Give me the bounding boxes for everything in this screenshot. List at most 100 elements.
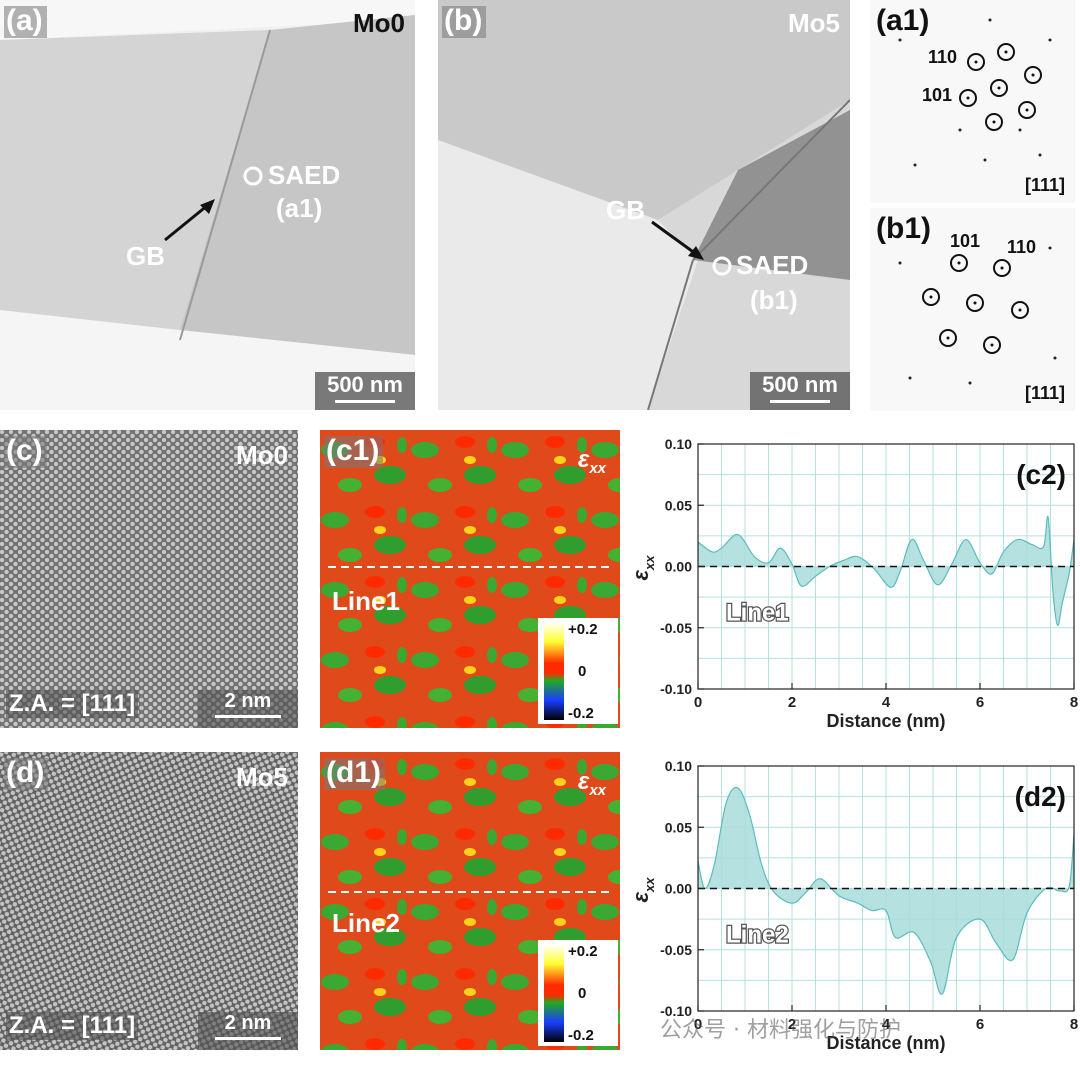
colorbar-mid: 0 [578, 985, 587, 1002]
gb-label: GB [126, 241, 165, 271]
panel-a-tem-image: (a) Mo0 GB SAED (a1) 500 nm [0, 0, 415, 410]
x-tick-label: 6 [976, 1016, 984, 1033]
zone-axis-label: [111] [1025, 175, 1066, 195]
panel-label: (c1) [324, 436, 384, 468]
panel-c1-strain-map: (c1) εxx Line1 +0.2 0 -0.2 [320, 430, 620, 728]
y-tick-label: 0.05 [665, 497, 692, 513]
x-axis-label: Distance (nm) [826, 1033, 945, 1053]
zone-axis-label: [111] [1025, 383, 1066, 403]
y-tick-label: 0.10 [665, 758, 692, 774]
scale-bar-line [215, 1037, 281, 1040]
y-tick-label: -0.05 [660, 942, 692, 958]
line-annotation: Line1 [726, 599, 789, 626]
panel-label: (d2) [1015, 781, 1066, 812]
panel-b1-saed: (b1) 101 110 [111] [870, 208, 1075, 411]
chart-c2: 0.10 0.05 0.00 -0.05 -0.100 2 4 6 8 Distance (nm)… [630, 436, 1078, 731]
x-tick-label: 2 [788, 1016, 796, 1033]
saed-label: SAED [268, 160, 341, 190]
x-tick-label: 0 [694, 1016, 702, 1033]
hrtem-image-mo0 [0, 430, 298, 728]
panel-b-tem-image: (b) Mo5 GB SAED (b1) 500 nm [438, 0, 850, 410]
index-label: 110 [1007, 237, 1037, 257]
index-label: 110 [928, 47, 958, 67]
x-tick-label: 4 [882, 1016, 891, 1033]
saed-circle-icon [712, 256, 732, 276]
zone-axis-label: Z.A. = [111] [6, 690, 139, 718]
colorbar-top: +0.2 [568, 621, 598, 638]
strain-label: εxx [577, 446, 606, 477]
saed-ref: (a1) [276, 193, 323, 223]
x-tick-label: 6 [976, 694, 984, 711]
line-label: Line1 [332, 586, 400, 616]
panel-label: (a) [4, 6, 47, 38]
colorbar-bottom: -0.2 [568, 1027, 594, 1044]
x-tick-label: 0 [694, 694, 702, 711]
saed-label: SAED [736, 250, 809, 280]
index-label: 101 [950, 231, 981, 251]
panel-label: (c2) [1016, 459, 1066, 490]
x-axis-label: Distance (nm) [826, 711, 945, 731]
y-tick-label: 0.10 [665, 436, 692, 452]
saed-ref: (b1) [750, 285, 798, 315]
panel-label: (c) [4, 436, 47, 468]
y-tick-label: -0.10 [660, 681, 692, 697]
y-axis-label: εxx [630, 877, 657, 903]
panel-label: (d1) [324, 758, 385, 790]
line-label: Line2 [332, 908, 400, 938]
colorbar-bottom: -0.2 [568, 705, 594, 722]
scale-bar: 2 nm [198, 1012, 298, 1050]
tem-image-mo0 [0, 0, 415, 410]
panel-label: (d) [4, 758, 49, 790]
panel-label: (b) [442, 6, 487, 38]
scale-bar-line [770, 400, 830, 403]
panel-d1-strain-map: (d1) εxx Line2 +0.2 0 -0.2 [320, 752, 620, 1050]
panel-label: (a1) [876, 4, 930, 37]
gb-label: GB [606, 195, 645, 225]
x-tick-label: 8 [1070, 1016, 1078, 1033]
colorbar-top: +0.2 [568, 943, 598, 960]
zone-axis-label: Z.A. = [111] [6, 1012, 139, 1040]
panel-a1-saed: (a1) 110 101 [111] [870, 0, 1075, 203]
y-axis-label: εxx [630, 555, 657, 581]
colorbar: +0.2 0 -0.2 [538, 618, 618, 724]
y-tick-label: 0.00 [665, 559, 692, 575]
scale-bar-line [335, 400, 395, 403]
y-tick-label: 0.00 [665, 881, 692, 897]
strain-label: εxx [577, 768, 606, 799]
hrtem-image-mo5 [0, 752, 298, 1050]
tem-image-mo5 [438, 0, 850, 410]
scale-bar-line [215, 715, 281, 718]
gb-arrow-icon [164, 199, 215, 242]
area-fill [698, 516, 1074, 626]
colorbar-gradient [544, 944, 564, 1042]
saed-pattern-b1 [898, 246, 1057, 385]
sample-label: Mo5 [236, 762, 288, 792]
line-annotation: Line2 [726, 921, 789, 948]
x-tick-label: 2 [788, 694, 796, 711]
x-tick-label: 8 [1070, 694, 1078, 711]
colorbar: +0.2 0 -0.2 [538, 940, 618, 1046]
gb-arrow-icon [651, 220, 704, 260]
colorbar-mid: 0 [578, 663, 587, 680]
series-line [697, 515, 1075, 626]
panel-c-hrtem: (c) Mo0 Z.A. = [111] 2 nm [0, 430, 298, 728]
colorbar-gradient [544, 622, 564, 720]
chart-d2: 0.10 0.05 0.00 -0.05 -0.100 2 4 6 8 Distance (nm)… [630, 758, 1078, 1053]
scale-bar: 2 nm [198, 690, 298, 728]
x-tick-label: 4 [882, 694, 891, 711]
y-tick-label: -0.10 [660, 1003, 692, 1019]
saed-circle-icon [243, 166, 263, 186]
series-line [697, 786, 1075, 995]
index-label: 101 [922, 85, 953, 105]
scale-bar: 500 nm [750, 372, 850, 410]
y-tick-label: -0.05 [660, 620, 692, 636]
watermark: 公众号 · 材料强化与防护 [660, 1018, 901, 1043]
sample-label: Mo0 [236, 440, 288, 470]
area-fill [698, 787, 1074, 995]
y-tick-label: 0.05 [665, 819, 692, 835]
scale-bar: 500 nm [315, 372, 415, 410]
sample-label: Mo5 [788, 8, 840, 38]
panel-d-hrtem: (d) Mo5 Z.A. = [111] 2 nm [0, 752, 298, 1050]
panel-label: (b1) [876, 212, 931, 245]
sample-label: Mo0 [353, 8, 405, 38]
